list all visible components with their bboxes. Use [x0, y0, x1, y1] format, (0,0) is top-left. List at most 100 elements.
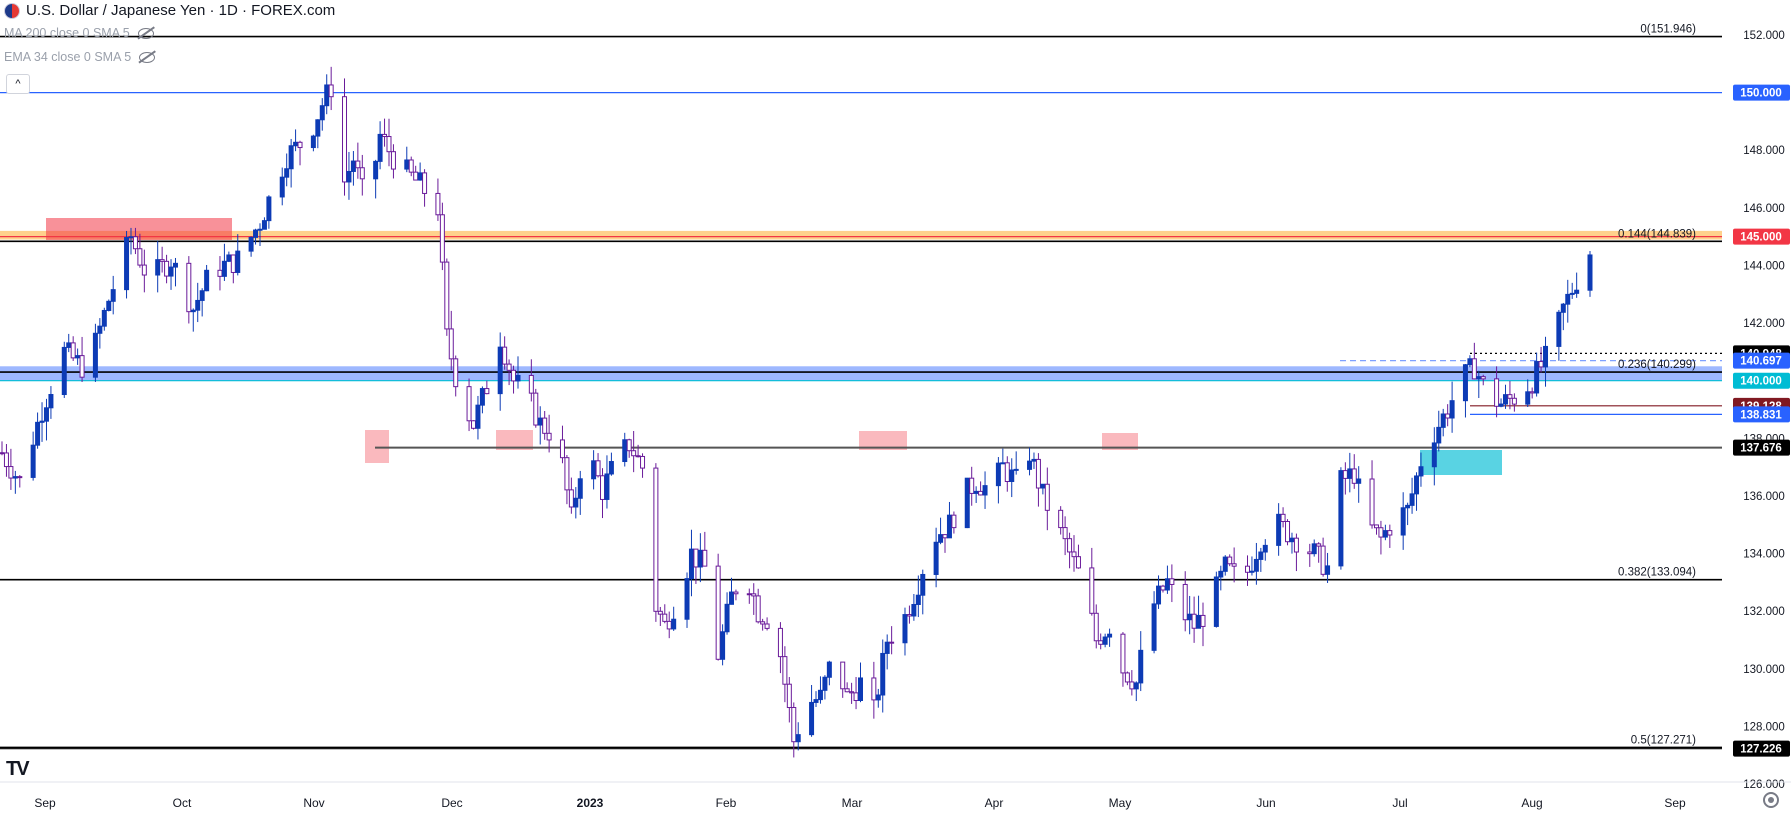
candle[interactable]: [284, 153, 290, 187]
candle[interactable]: [310, 134, 316, 152]
candle[interactable]: [724, 592, 730, 635]
candle[interactable]: [1436, 410, 1442, 452]
candle[interactable]: [849, 682, 855, 704]
candle[interactable]: [751, 583, 757, 615]
candle[interactable]: [386, 118, 392, 167]
symbol-title[interactable]: U.S. Dollar / Japanese Yen · 1D · FOREX.…: [26, 2, 336, 19]
candle[interactable]: [764, 617, 770, 631]
candle[interactable]: [1293, 533, 1299, 572]
candle[interactable]: [186, 256, 192, 324]
candle[interactable]: [484, 380, 490, 395]
candle[interactable]: [595, 453, 601, 478]
candle[interactable]: [382, 118, 388, 147]
candle[interactable]: [822, 675, 828, 700]
candle[interactable]: [1107, 628, 1113, 647]
candle[interactable]: [319, 98, 325, 131]
candle[interactable]: [248, 236, 254, 257]
candle[interactable]: [826, 660, 832, 686]
candle[interactable]: [172, 257, 178, 287]
candle[interactable]: [515, 356, 521, 389]
candle[interactable]: [1009, 458, 1015, 498]
candle[interactable]: [880, 639, 886, 713]
candle[interactable]: [79, 336, 85, 382]
candle[interactable]: [857, 662, 863, 703]
candle[interactable]: [1138, 631, 1144, 692]
candle[interactable]: [1044, 467, 1050, 531]
candle[interactable]: [889, 626, 895, 655]
candle[interactable]: [92, 323, 98, 382]
candle[interactable]: [48, 386, 54, 419]
candle[interactable]: [1409, 477, 1415, 514]
candle[interactable]: [106, 299, 112, 312]
candle[interactable]: [559, 425, 565, 464]
candle[interactable]: [755, 588, 761, 624]
candle[interactable]: [733, 589, 739, 601]
candle[interactable]: [328, 66, 334, 111]
candle[interactable]: [124, 230, 130, 299]
candle[interactable]: [671, 606, 677, 631]
candle[interactable]: [729, 577, 735, 605]
candle[interactable]: [1534, 352, 1540, 397]
candle[interactable]: [1027, 447, 1033, 476]
candle[interactable]: [1058, 506, 1064, 535]
candle[interactable]: [1067, 532, 1073, 569]
candle[interactable]: [39, 402, 45, 442]
collapse-legend-button[interactable]: ^: [6, 74, 30, 94]
eye-hidden-icon[interactable]: [139, 51, 156, 63]
candle[interactable]: [982, 471, 988, 509]
candle[interactable]: [542, 410, 548, 440]
candle[interactable]: [1414, 472, 1420, 511]
candle[interactable]: [640, 453, 646, 478]
candle[interactable]: [1075, 544, 1081, 569]
candle[interactable]: [1373, 524, 1379, 535]
candle[interactable]: [190, 308, 196, 332]
candle[interactable]: [235, 234, 241, 276]
settings-gear-icon[interactable]: [1763, 792, 1779, 808]
candle[interactable]: [1285, 519, 1291, 546]
candle[interactable]: [253, 228, 259, 245]
candle[interactable]: [1182, 571, 1188, 632]
candle[interactable]: [813, 691, 819, 707]
candle[interactable]: [1356, 466, 1362, 503]
candle[interactable]: [195, 282, 201, 323]
candle[interactable]: [631, 431, 637, 473]
candle[interactable]: [662, 604, 668, 624]
candle[interactable]: [884, 634, 890, 670]
candle[interactable]: [355, 142, 361, 179]
candle[interactable]: [1089, 547, 1095, 616]
candle[interactable]: [528, 359, 534, 402]
candle[interactable]: [266, 195, 272, 229]
candle[interactable]: [43, 398, 49, 441]
candle[interactable]: [1525, 379, 1531, 408]
candle[interactable]: [279, 167, 285, 206]
candle[interactable]: [435, 178, 441, 221]
candle[interactable]: [288, 138, 294, 188]
candle[interactable]: [141, 249, 147, 293]
candle[interactable]: [1462, 364, 1468, 418]
candle[interactable]: [1071, 535, 1077, 572]
candle[interactable]: [1102, 633, 1108, 648]
eye-hidden-icon[interactable]: [137, 27, 154, 39]
candle[interactable]: [346, 151, 352, 200]
candle[interactable]: [475, 395, 481, 440]
candle[interactable]: [604, 455, 610, 509]
candle[interactable]: [1120, 632, 1126, 687]
candle[interactable]: [871, 661, 877, 719]
candle[interactable]: [257, 223, 263, 246]
candle[interactable]: [1565, 279, 1571, 323]
candle[interactable]: [1560, 302, 1566, 331]
candle[interactable]: [653, 463, 659, 622]
candle[interactable]: [795, 722, 801, 751]
candle[interactable]: [533, 388, 539, 428]
candle[interactable]: [969, 466, 975, 506]
candle[interactable]: [1502, 384, 1508, 409]
candle[interactable]: [791, 702, 797, 758]
candle[interactable]: [448, 310, 454, 371]
candle[interactable]: [964, 477, 970, 529]
candle[interactable]: [502, 336, 508, 370]
ema-indicator-legend[interactable]: EMA 34 close 0 SMA 5: [4, 50, 156, 64]
candle[interactable]: [1035, 453, 1041, 507]
candle[interactable]: [1276, 503, 1282, 556]
candle[interactable]: [1449, 381, 1455, 433]
